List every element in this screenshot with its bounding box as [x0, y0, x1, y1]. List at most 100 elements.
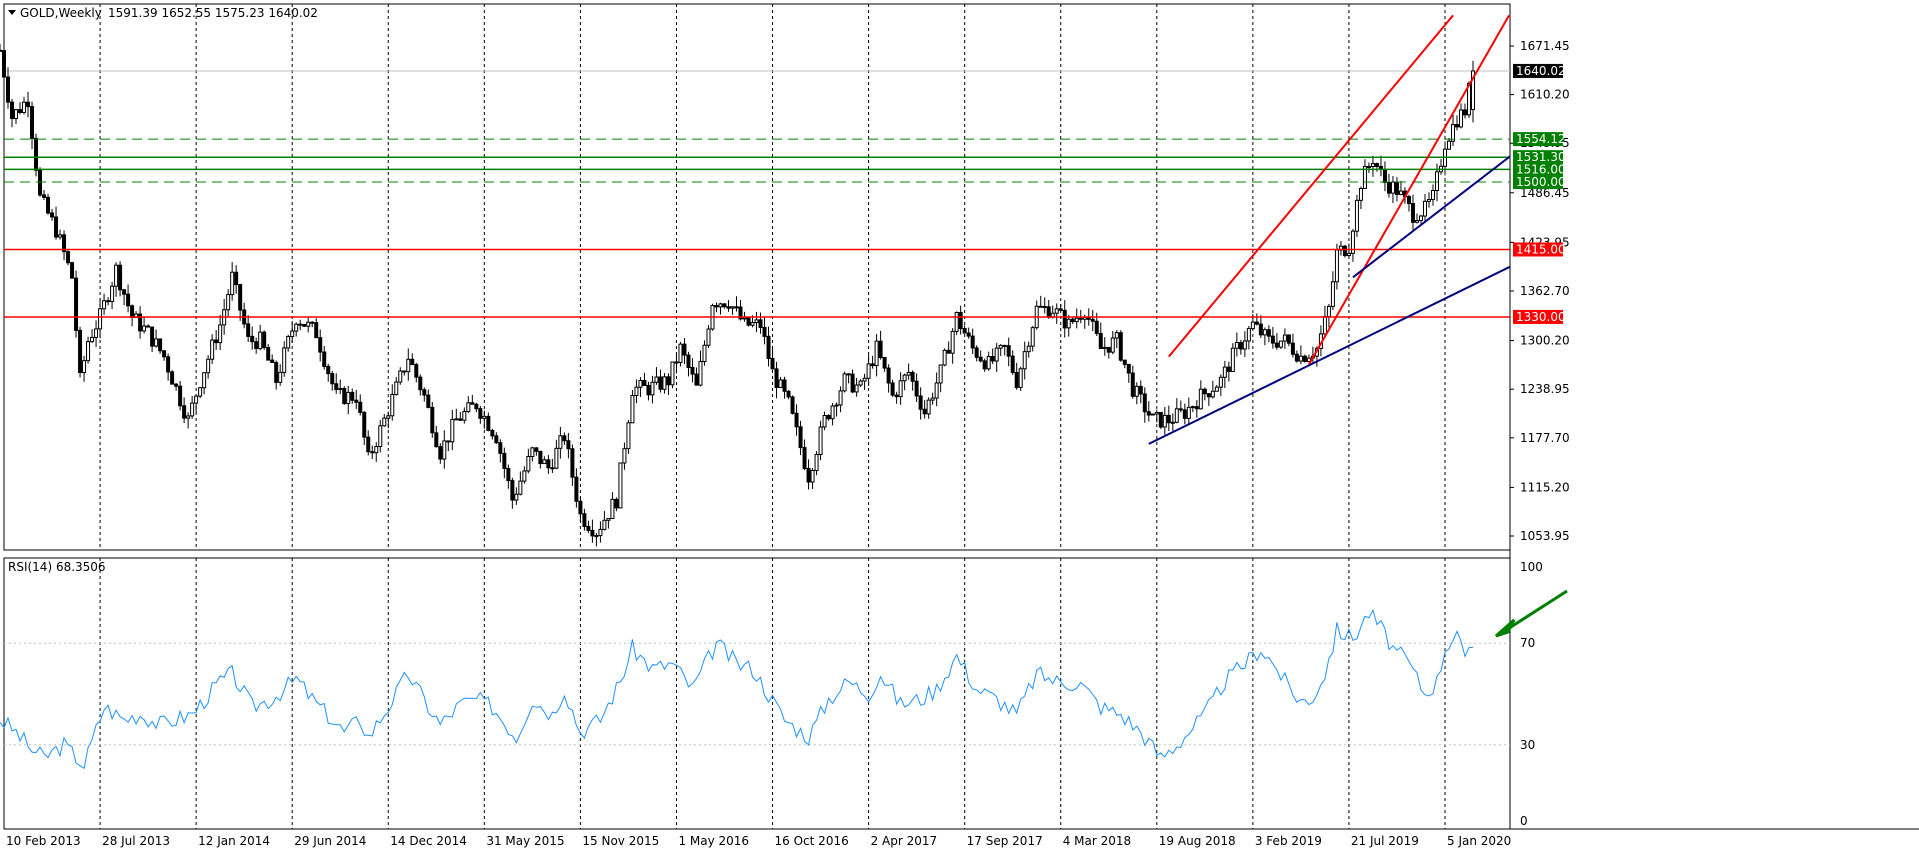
candle — [630, 389, 635, 424]
candle — [394, 377, 399, 396]
candle — [1222, 360, 1227, 389]
candle-body — [1262, 329, 1267, 336]
candle-body — [986, 356, 991, 370]
candle-body — [22, 101, 27, 113]
candle — [358, 394, 363, 416]
candle — [1074, 308, 1079, 329]
candle-body — [1242, 340, 1247, 350]
candle-body — [1030, 327, 1035, 347]
candle-body — [990, 356, 995, 362]
trendlines[interactable] — [1148, 14, 1919, 445]
candle — [938, 364, 943, 393]
rsi-tick-label: 100 — [1520, 560, 1543, 574]
arrow-annotation-icon[interactable] — [1495, 589, 1568, 638]
candle-body — [898, 380, 903, 398]
candle-body — [654, 376, 659, 383]
candle-body — [866, 363, 871, 379]
candle-body — [1094, 320, 1099, 334]
candle-body — [750, 321, 755, 326]
candle-body — [598, 528, 603, 537]
candle — [298, 319, 303, 331]
candle-body — [566, 440, 571, 450]
candle — [1471, 60, 1476, 123]
candle-body — [2, 49, 6, 78]
candle — [654, 367, 659, 385]
horizontal-levels[interactable] — [4, 138, 1510, 318]
candle-body — [258, 331, 263, 350]
candle — [582, 508, 587, 531]
candle-body — [534, 447, 539, 452]
candle-body — [606, 518, 611, 521]
y-tick-label: 1671.45 — [1520, 39, 1570, 53]
candle-body — [1126, 363, 1131, 374]
candle-body — [998, 344, 1003, 349]
candle-body — [630, 394, 635, 424]
candle-body — [226, 294, 231, 311]
candle — [378, 419, 383, 453]
candle-body — [322, 351, 327, 367]
candle — [554, 439, 559, 470]
candle-body — [594, 535, 599, 538]
dropdown-triangle-icon[interactable] — [8, 10, 16, 15]
candle-body — [418, 376, 423, 391]
candle-body — [1286, 334, 1291, 344]
candle-body — [1374, 163, 1379, 167]
candle — [1290, 333, 1295, 358]
y-tick-label: 1610.20 — [1520, 88, 1570, 102]
candle-body — [938, 364, 943, 384]
candle — [178, 380, 183, 411]
candle — [1010, 350, 1015, 375]
candle-body — [690, 366, 695, 375]
rsi-panel-frame — [3, 557, 1511, 830]
candle-body — [886, 367, 891, 384]
candle — [638, 377, 643, 398]
candle-body — [1226, 366, 1231, 372]
candle-body — [742, 317, 747, 320]
candle — [954, 311, 959, 335]
candle — [194, 395, 199, 413]
x-tick-label: 16 Oct 2016 — [775, 834, 849, 848]
candle-body — [1218, 376, 1223, 388]
candle — [830, 403, 835, 426]
candle — [322, 346, 327, 370]
candle — [22, 96, 27, 115]
candle — [450, 409, 455, 451]
candle-body — [1142, 393, 1147, 413]
candle — [302, 323, 307, 327]
candle-body — [126, 293, 131, 307]
candle — [202, 372, 207, 395]
candle-body — [1154, 411, 1159, 415]
candle — [782, 376, 787, 399]
candle — [958, 305, 963, 335]
candle — [398, 367, 403, 385]
candle-body — [374, 446, 379, 454]
candle-body — [66, 251, 71, 264]
candle-body — [722, 303, 727, 308]
candle — [1142, 387, 1147, 423]
candle-body — [1334, 249, 1339, 283]
candle — [1006, 337, 1011, 367]
candle — [794, 404, 799, 436]
candle-body — [514, 493, 519, 501]
candle-body — [486, 415, 491, 431]
candle — [562, 432, 567, 446]
trendline-support-major[interactable] — [1148, 63, 1919, 445]
candle-body — [190, 402, 195, 417]
candle-body — [1206, 393, 1211, 398]
trendline-support-minor[interactable] — [1352, 15, 1693, 279]
trendline-channel-top[interactable] — [1168, 14, 1454, 358]
candle-body — [198, 387, 203, 397]
candle-body — [798, 426, 803, 449]
y-tick-label: 1362.70 — [1520, 284, 1570, 298]
level-tag-bg — [1513, 242, 1563, 257]
candle — [694, 367, 699, 386]
candle — [106, 297, 111, 306]
candle-body — [766, 335, 771, 359]
candle-body — [350, 391, 355, 401]
candle — [270, 354, 275, 363]
candle — [970, 328, 975, 354]
trendline-channel-bottom[interactable] — [1308, 14, 1510, 366]
candle-body — [1250, 321, 1255, 330]
candle — [1370, 155, 1375, 177]
